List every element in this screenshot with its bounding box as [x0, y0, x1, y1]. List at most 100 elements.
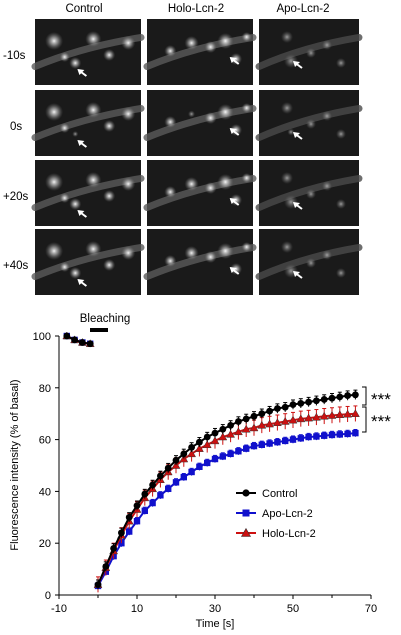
spine-spot	[281, 31, 293, 43]
spine-spot	[121, 246, 136, 260]
x-tick-label: 50	[287, 603, 299, 615]
data-point	[102, 563, 110, 570]
spine-spot	[287, 128, 295, 136]
data-point	[157, 472, 164, 480]
series-line	[97, 412, 356, 586]
series-holo-lcn-2	[62, 331, 360, 593]
data-point	[63, 332, 71, 340]
data-point	[274, 438, 281, 446]
legend-item-apo-lcn-2: Apo-Lcn-2	[236, 508, 313, 520]
data-point	[126, 528, 133, 535]
row-label-plus-20s: +20s	[3, 191, 29, 203]
data-point	[350, 409, 360, 417]
data-point	[344, 392, 351, 399]
data-point	[249, 423, 259, 432]
data-point	[352, 391, 359, 399]
arrow-icon	[293, 202, 303, 210]
x-tick-label: -10	[51, 603, 67, 615]
y-tick-label: 100	[33, 331, 51, 343]
data-point	[125, 513, 133, 521]
data-point	[327, 411, 337, 419]
spine-spot	[121, 107, 136, 121]
spine-spot	[164, 116, 177, 128]
data-point	[344, 430, 351, 438]
spine-spot	[322, 250, 332, 260]
data-point	[257, 420, 267, 429]
micrograph-holo-lcn-2-plus20s	[143, 160, 257, 226]
spine-spot	[217, 104, 234, 120]
spine-spot	[281, 172, 293, 184]
spine-spot	[188, 110, 196, 118]
spine-spot	[69, 267, 82, 279]
data-point	[180, 473, 187, 481]
data-point	[210, 436, 220, 445]
spine-spot	[306, 119, 316, 129]
arrow-icon	[229, 198, 240, 206]
data-point	[211, 455, 219, 463]
data-point	[297, 399, 305, 407]
data-point	[196, 463, 203, 470]
data-point	[320, 396, 328, 403]
data-point	[241, 424, 251, 433]
micrograph-holo-lcn-2-0s	[143, 90, 257, 156]
data-point	[305, 398, 312, 406]
spine-spot	[281, 102, 293, 114]
spine-spot	[230, 53, 243, 65]
spine-spot	[241, 32, 252, 42]
dendrite-shaft	[143, 104, 257, 142]
data-point	[235, 448, 242, 455]
spine-spot	[69, 57, 82, 69]
series-line	[97, 393, 356, 585]
spine-spot	[59, 123, 70, 133]
data-point	[328, 431, 336, 439]
data-point	[352, 429, 359, 437]
data-point	[172, 456, 180, 464]
data-point	[321, 432, 328, 439]
data-point	[336, 431, 343, 438]
recovery-chart: 0 20 40 60 80 100 -10 10 30 50 70 Fluorescence in…	[9, 313, 391, 630]
data-point	[227, 450, 234, 458]
data-point	[188, 443, 196, 451]
spine-spot	[217, 33, 234, 49]
arrow-icon	[293, 271, 303, 279]
spine-spot	[230, 124, 243, 136]
data-point	[133, 502, 141, 510]
row-label-minus-10s: -10s	[3, 50, 26, 62]
row-label-plus-40s: +40s	[3, 260, 29, 272]
spine-spot	[204, 112, 217, 124]
data-point	[203, 433, 211, 441]
row-label-0s: 0s	[10, 121, 22, 133]
spine-spot	[336, 268, 346, 278]
data-point	[110, 544, 117, 552]
spine-spot	[164, 186, 177, 198]
data-point	[202, 440, 212, 449]
spine-spot	[184, 177, 199, 191]
spine-spot	[217, 243, 234, 259]
data-point	[266, 407, 273, 415]
y-tick-label: 80	[39, 383, 51, 395]
data-point	[187, 449, 197, 458]
dendrite-shaft	[255, 33, 363, 71]
spine-spot	[204, 41, 217, 53]
data-point	[235, 418, 242, 425]
data-point	[265, 419, 275, 428]
data-point	[319, 411, 329, 420]
data-point	[172, 479, 180, 486]
spine-spot	[85, 172, 102, 188]
legend-item-control: Control	[236, 488, 297, 500]
x-tick-label: 30	[209, 603, 221, 615]
micrograph-apo-lcn-2-plus20s	[255, 160, 363, 226]
x-tick-label: 10	[131, 603, 143, 615]
data-point	[164, 464, 172, 472]
micrograph-apo-lcn-2-plus40s	[255, 229, 363, 295]
y-axis-label: Fluorescence intensity (% of basal)	[9, 379, 21, 550]
spine-spot	[59, 52, 70, 62]
data-point	[335, 410, 345, 418]
micrograph-control-0s	[31, 90, 145, 156]
data-point	[133, 517, 141, 525]
data-point	[188, 468, 195, 476]
legend-marker-holo-lcn-2	[240, 527, 252, 537]
series-line-prebleach	[66, 335, 91, 345]
data-point	[272, 418, 282, 427]
